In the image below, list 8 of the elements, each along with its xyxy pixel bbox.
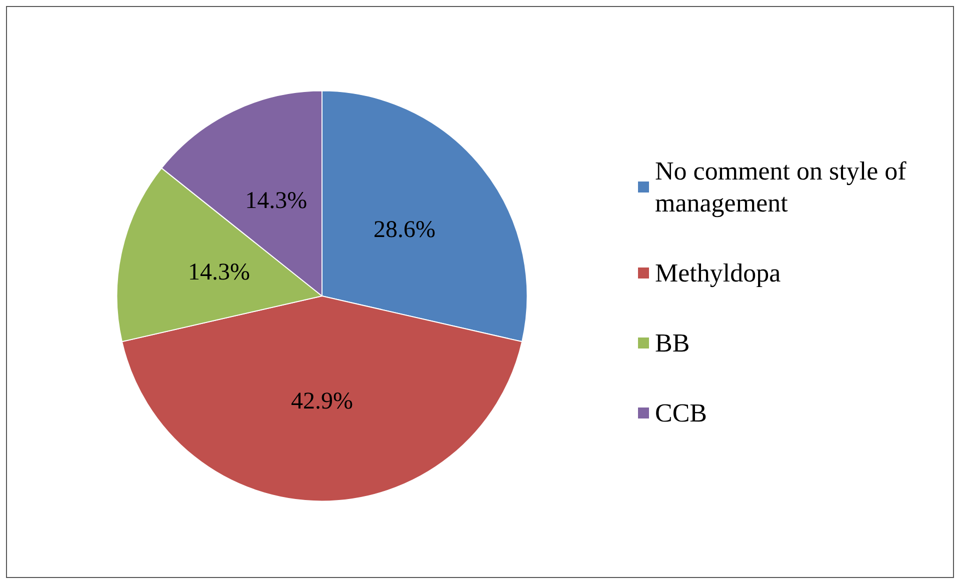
legend-label: BB [655, 328, 690, 358]
data-label: 14.3% [188, 260, 250, 286]
legend-label: No comment on style of management [655, 156, 913, 218]
data-label: 42.9% [291, 388, 353, 415]
legend-label: CCB [655, 398, 708, 428]
data-label: 14.3% [245, 188, 308, 214]
data-label: 28.6% [374, 217, 436, 244]
legend-label: Methyldopa [655, 258, 782, 288]
